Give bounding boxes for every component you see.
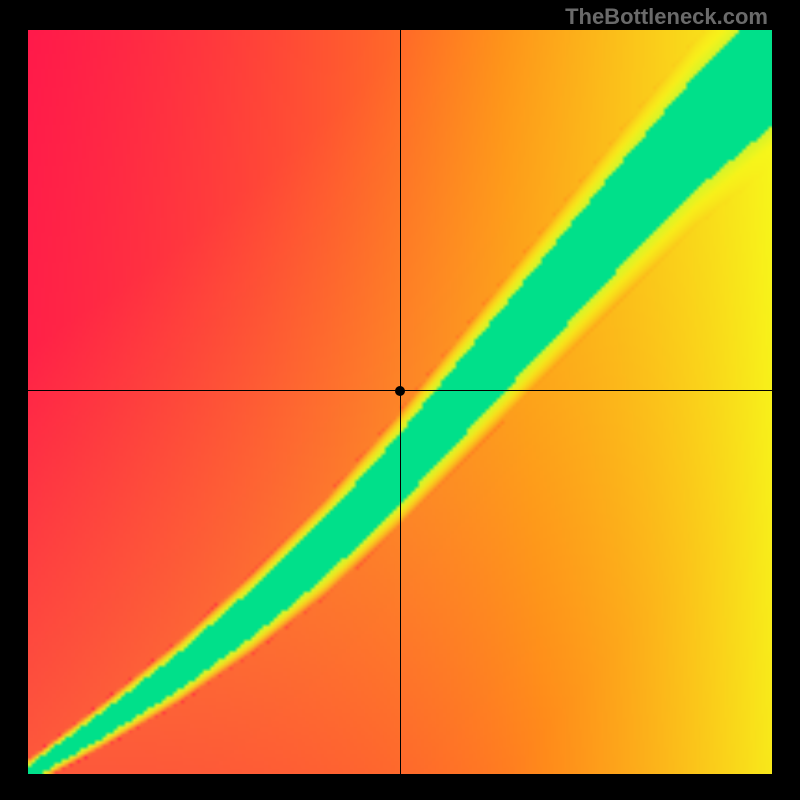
- crosshair-vertical: [400, 30, 401, 774]
- watermark-text: TheBottleneck.com: [565, 4, 768, 30]
- plot-area: [28, 30, 772, 774]
- marker-dot: [395, 386, 405, 396]
- figure-container: TheBottleneck.com: [0, 0, 800, 800]
